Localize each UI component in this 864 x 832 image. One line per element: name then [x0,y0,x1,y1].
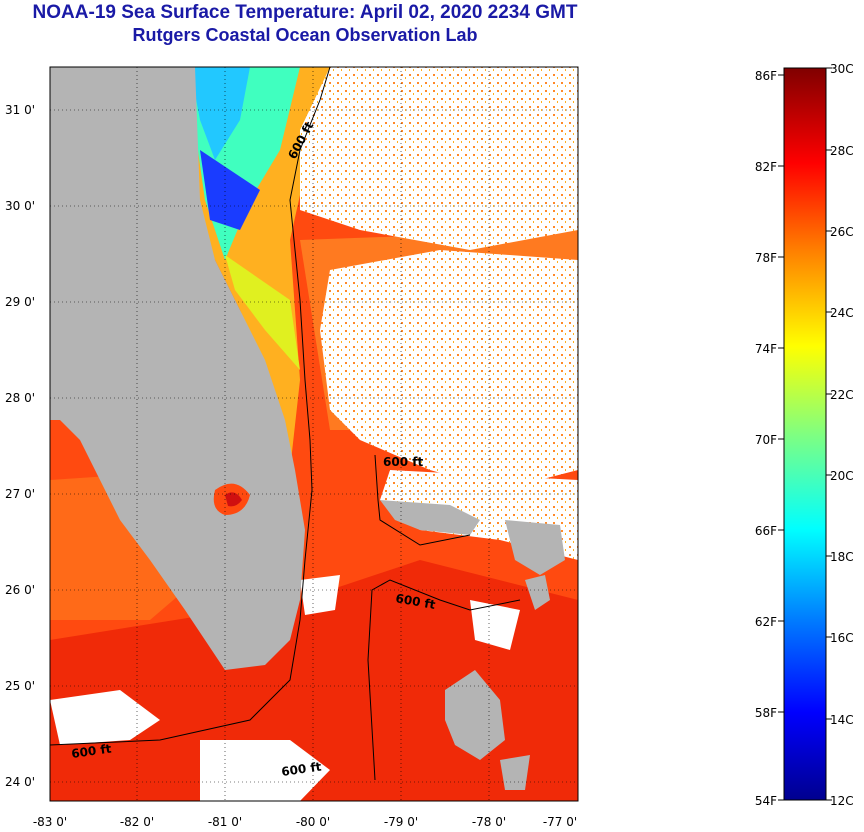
cloud-patch-east [470,600,520,650]
lon-tick-label: -83 0' [33,815,67,829]
latitude-axis: 31 0' 30 0' 29 0' 28 0' 27 0' 26 0' 25 0… [5,103,35,789]
colorbar-c-label: 12C [830,794,854,808]
longitude-axis: -83 0' -82 0' -81 0' -80 0' -79 0' -78 0… [33,815,577,829]
colorbar-c-label: 24C [830,306,854,320]
colorbar-f-label: 82F [755,160,777,174]
cloud-patch-south [200,740,330,801]
florida-landmass [50,67,305,670]
colorbar-c-label: 20C [830,469,854,483]
map-title: NOAA-19 Sea Surface Temperature: April 0… [32,2,578,23]
lon-tick-label: -80 0' [296,815,330,829]
colorbar-c-label: 30C [830,62,854,76]
colorbar: 86F 82F 78F 74F 70F 66F 62F 58F 54F 30C … [755,62,854,808]
isobath-600ft-bahamas-south [367,579,521,781]
isobath-600ft-florida [50,67,331,746]
isobath-label: 600 ft [383,455,423,469]
colorbar-f-label: 74F [755,342,777,356]
colorbar-c-label: 22C [830,388,854,402]
cloud-patch-keys [50,690,160,745]
isobath-600ft-bahamas-north [374,454,471,546]
colorbar-c-label: 14C [830,713,854,727]
lat-tick-label: 27 0' [5,487,35,501]
lat-tick-label: 29 0' [5,295,35,309]
colorbar-f-label: 66F [755,524,777,538]
cloud-cover-north [300,67,578,250]
lat-tick-label: 24 0' [5,775,35,789]
colorbar-f-label: 62F [755,615,777,629]
isobath-label: 600 ft [70,741,112,760]
lat-tick-label: 26 0' [5,583,35,597]
lat-tick-label: 28 0' [5,391,35,405]
abaco-island [505,520,565,575]
lat-tick-label: 31 0' [5,103,35,117]
colorbar-f-label: 58F [755,706,777,720]
warm-water-region [50,560,578,801]
andros-island [445,670,505,760]
map-frame [49,66,579,802]
graticule [50,67,578,801]
eleuthera-island [525,575,550,610]
coldest-water [190,67,250,160]
lat-tick-label: 25 0' [5,679,35,693]
cloud-patch-small [300,575,340,615]
colorbar-f-label: 78F [755,251,777,265]
lon-tick-label: -81 0' [208,815,242,829]
cloud-cover-central [320,250,578,490]
lon-tick-label: -78 0' [472,815,506,829]
lon-tick-label: -77 0' [543,815,577,829]
colorbar-f-label: 54F [755,794,777,808]
colorbar-c-label: 28C [830,144,854,158]
lake-okeechobee-core [225,492,242,507]
lat-tick-label: 30 0' [5,199,35,213]
colorbar-c-label: 16C [830,631,854,645]
colorbar-gradient [783,67,827,801]
colorbar-c-label: 18C [830,550,854,564]
colorbar-f-label: 86F [755,69,777,83]
lon-tick-label: -82 0' [120,815,154,829]
isobath-label: 600 ft [280,759,322,778]
colorbar-c-label: 26C [830,225,854,239]
map-subtitle: Rutgers Coastal Ocean Observation Lab [132,25,478,45]
cloud-edge-cold-pixels [200,150,260,230]
grand-bahama-island [380,500,480,535]
colorbar-f-label: 70F [755,433,777,447]
isobath-label: 600 ft [394,591,436,612]
mid-shelf-water [225,255,300,370]
exuma-cays [500,755,530,790]
lon-tick-label: -79 0' [384,815,418,829]
